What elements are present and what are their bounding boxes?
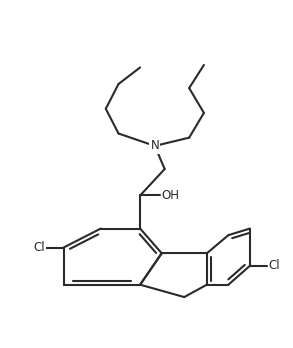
Text: N: N <box>151 140 159 152</box>
Text: Cl: Cl <box>33 241 45 254</box>
Text: Cl: Cl <box>269 259 280 272</box>
Text: OH: OH <box>162 189 180 202</box>
